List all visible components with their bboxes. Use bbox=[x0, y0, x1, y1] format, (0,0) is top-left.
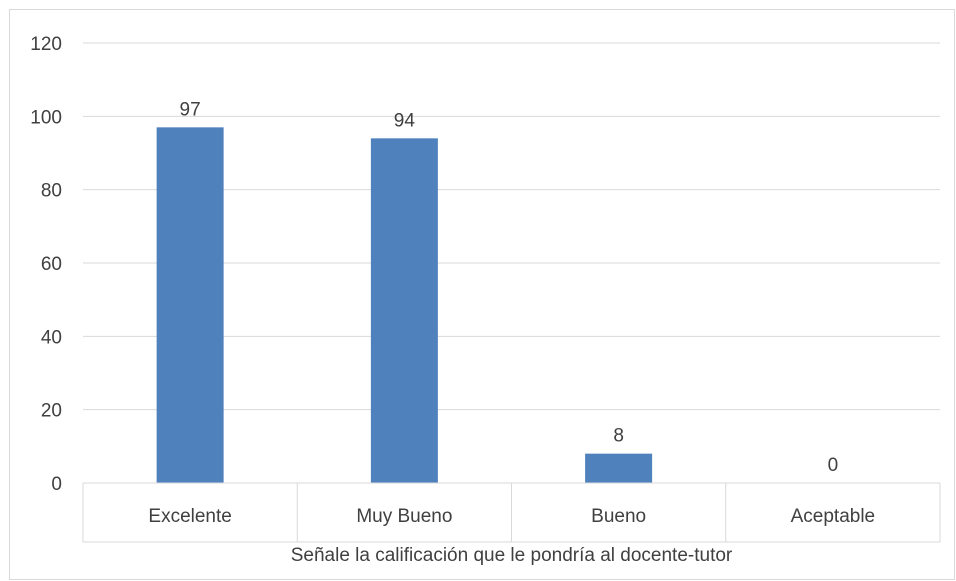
x-axis-title: Señale la calificación que le pondría al… bbox=[291, 545, 733, 566]
y-tick-label: 100 bbox=[30, 107, 62, 128]
data-label: 94 bbox=[394, 110, 416, 131]
y-tick-label: 80 bbox=[41, 181, 62, 202]
data-label: 8 bbox=[613, 426, 624, 447]
bar bbox=[585, 453, 653, 483]
bar bbox=[370, 138, 438, 484]
x-category-label: Aceptable bbox=[791, 506, 876, 527]
x-axis: Excelente Muy Bueno Bueno Aceptable bbox=[82, 482, 941, 543]
data-label: 97 bbox=[180, 99, 201, 120]
y-tick-label: 0 bbox=[51, 474, 62, 495]
bars bbox=[156, 127, 653, 484]
gridlines bbox=[83, 42, 940, 411]
y-tick-label: 40 bbox=[41, 327, 62, 348]
x-category-label: Muy Bueno bbox=[356, 506, 452, 527]
y-axis-ticks: 0 20 40 60 80 100 120 bbox=[30, 34, 62, 495]
x-category-label: Bueno bbox=[591, 506, 646, 527]
x-category-label: Excelente bbox=[148, 506, 231, 527]
y-tick-label: 120 bbox=[30, 34, 62, 55]
y-tick-label: 60 bbox=[41, 254, 62, 275]
data-labels: 97 94 8 0 bbox=[180, 99, 839, 476]
data-label: 0 bbox=[828, 455, 839, 476]
y-tick-label: 20 bbox=[41, 401, 62, 422]
bar bbox=[156, 127, 224, 483]
